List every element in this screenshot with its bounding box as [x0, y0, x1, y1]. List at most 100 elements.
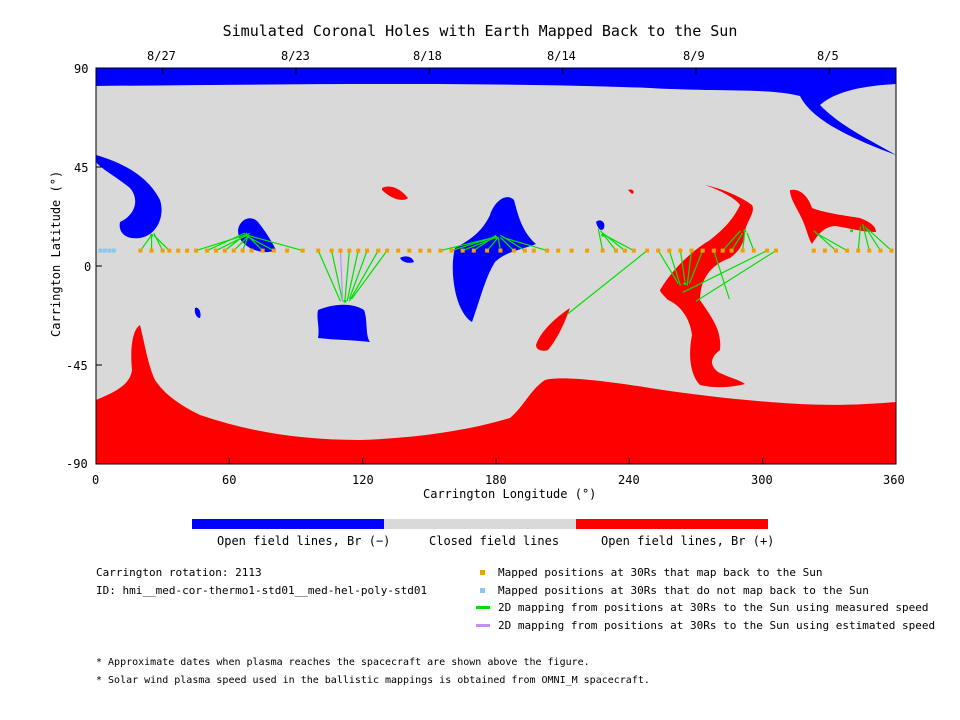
mapping-line-measured	[224, 232, 248, 252]
mapped-point	[205, 248, 210, 253]
mapping-line-measured	[330, 250, 344, 302]
mapped-point	[822, 248, 827, 253]
red-hole-2	[628, 189, 634, 194]
colorbar-closed	[384, 519, 576, 529]
mapped-point	[498, 248, 503, 253]
footpoint	[245, 233, 249, 237]
legend-mapped-swatch	[480, 570, 485, 575]
y-tick-0: 0	[84, 260, 92, 274]
y-tick-90: 90	[74, 62, 89, 76]
mapped-point	[347, 248, 352, 253]
mapped-point	[176, 248, 181, 253]
colorbar-label-positive: Open field lines, Br (+)	[601, 534, 775, 548]
mapping-line-measured	[686, 250, 693, 286]
mapping-line-measured	[348, 250, 379, 302]
mapped-point	[689, 248, 694, 253]
footpoint	[150, 233, 154, 237]
legend-estimated-line	[476, 624, 490, 627]
mapped-point	[194, 248, 198, 253]
footpoint	[743, 229, 747, 233]
mapped-point	[138, 248, 143, 253]
mapped-points	[98, 229, 894, 303]
mapped-point	[522, 248, 527, 253]
mapped-point	[385, 248, 390, 253]
x-tick-240: 240	[618, 473, 640, 487]
mapping-line-measured	[657, 250, 679, 284]
unmapped-point	[111, 248, 116, 253]
mapping-line-measured	[713, 250, 730, 300]
mapped-point	[438, 248, 443, 253]
x-tick-300: 300	[751, 473, 773, 487]
mapped-point	[889, 248, 894, 253]
mapping-line-measured	[139, 234, 153, 251]
mapped-point	[645, 248, 650, 253]
mapped-point	[740, 248, 745, 253]
mapping-line-measured	[246, 234, 303, 252]
mapped-point	[418, 248, 423, 253]
mapped-point	[427, 248, 432, 253]
mapped-point	[167, 248, 172, 253]
mapping-line-measured	[746, 232, 755, 251]
mapped-point	[811, 248, 816, 253]
south-polar-hole	[96, 325, 896, 464]
mapped-point	[867, 248, 872, 253]
y-tick-neg90: -90	[66, 457, 88, 471]
footpoint	[850, 229, 854, 233]
blue-hole-7	[400, 256, 414, 263]
mapping-line-measured	[153, 234, 170, 252]
mapped-point	[300, 248, 305, 253]
note-dates: * Approximate dates when plasma reaches …	[96, 657, 590, 668]
mapped-point	[396, 248, 401, 253]
chart-title: Simulated Coronal Holes with Earth Mappe…	[222, 22, 738, 40]
mapping-line-measured	[233, 234, 250, 252]
mapped-point	[160, 248, 165, 253]
mapped-point	[711, 248, 716, 253]
mapped-point	[729, 248, 734, 253]
model-id: ID: hmi__med-cor-thermo1-std01__med-hel-…	[96, 584, 428, 597]
mapped-point	[231, 248, 236, 253]
mapped-point	[214, 248, 218, 253]
date-label: 8/14	[547, 49, 576, 63]
carrington-rotation: Carrington rotation: 2113	[96, 566, 262, 579]
mapping-line-measured	[597, 228, 604, 251]
mapping-line-measured	[486, 237, 499, 251]
mapped-point	[285, 248, 290, 253]
mapped-point	[449, 248, 454, 253]
mapping-line-measured	[722, 230, 741, 252]
mapping-line-measured	[742, 230, 746, 251]
footpoint	[494, 235, 498, 239]
mapping-line-measured	[244, 234, 275, 252]
mapped-point	[407, 248, 412, 253]
note-speed: * Solar wind plasma speed used in the ba…	[96, 675, 650, 686]
mapping-line-measured	[351, 250, 388, 300]
mapped-point	[845, 248, 850, 253]
mapping-line-measured	[668, 250, 682, 286]
mapped-point	[614, 248, 618, 253]
mapped-point	[249, 248, 254, 253]
y-tick-45: 45	[74, 161, 89, 175]
mapped-point	[511, 248, 516, 253]
mapped-point	[149, 248, 154, 253]
mapping-line-measured	[566, 250, 648, 315]
red-hole-1	[382, 186, 408, 200]
mapped-point	[185, 248, 190, 253]
mapping-line-measured	[815, 232, 848, 252]
mapped-point	[765, 248, 770, 253]
colorbar-positive	[576, 519, 768, 529]
blue-hole-6	[194, 307, 201, 318]
mapped-point	[471, 248, 476, 253]
blue-hole-5	[596, 220, 605, 230]
mapped-point	[271, 248, 276, 253]
mapping-line-measured	[866, 228, 892, 252]
mapping-line-estimated	[339, 250, 344, 302]
mapped-point	[600, 248, 605, 253]
axis-ticks	[95, 67, 897, 465]
mapped-point	[376, 248, 381, 253]
blue-hole-3	[317, 304, 370, 342]
mapped-point	[856, 248, 861, 253]
mapping-line-measured	[688, 250, 704, 284]
mapping-line-measured	[502, 236, 548, 252]
red-hole-5	[790, 189, 876, 244]
mapped-point	[569, 248, 574, 253]
mapped-point	[545, 248, 550, 253]
